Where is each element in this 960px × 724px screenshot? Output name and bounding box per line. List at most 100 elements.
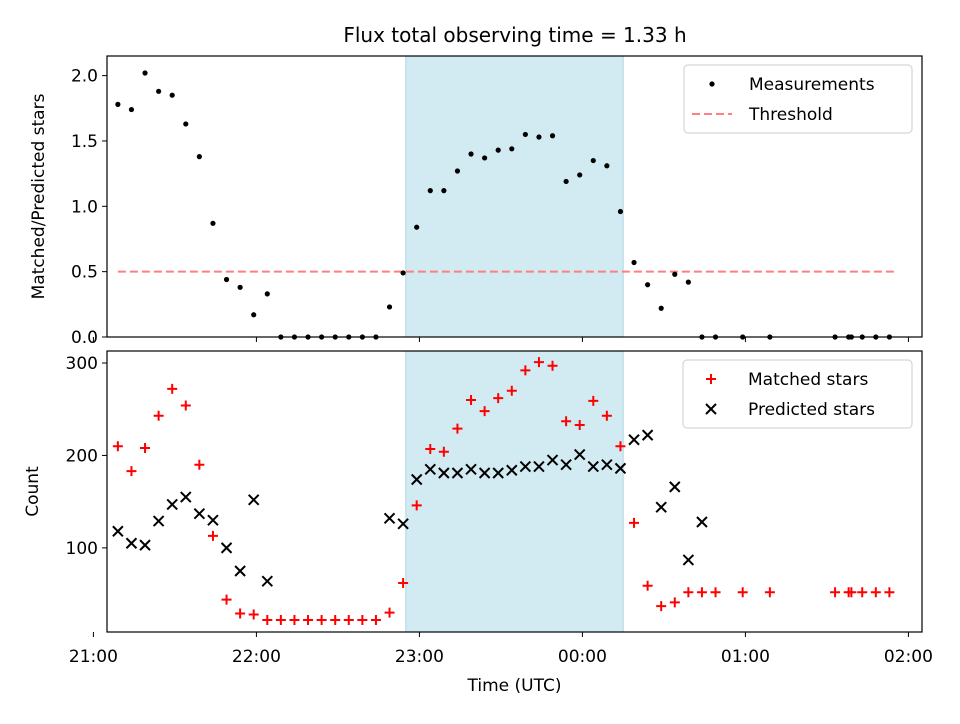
predicted-point xyxy=(519,460,532,473)
measurement-point xyxy=(536,134,542,140)
bottom-panel: 100 200 300 21:00 22:00 23:00 00:00 01:00 02:00 C… xyxy=(23,350,933,696)
predicted-point xyxy=(166,498,178,511)
matched-point xyxy=(870,587,881,598)
measurement-point xyxy=(386,304,393,310)
predicted-point xyxy=(247,494,260,506)
matched-point xyxy=(601,410,612,421)
axes-frame xyxy=(106,55,923,338)
predicted-point xyxy=(546,454,559,466)
measurement-point xyxy=(400,270,406,276)
top-panel: 0.0 0.5 1.0 1.5 2.0 Matched/Predicted stars Me… xyxy=(29,55,923,348)
matched-point xyxy=(506,385,517,396)
matched-point xyxy=(574,419,585,430)
y-tick-label: 1.5 xyxy=(71,132,98,152)
shaded-span xyxy=(405,351,624,632)
predicted-point xyxy=(152,515,165,527)
predicted-point xyxy=(451,467,464,479)
predicted-point xyxy=(641,429,654,441)
measurement-point xyxy=(468,151,474,157)
predicted-point xyxy=(655,501,667,513)
series-measurements xyxy=(115,70,893,340)
y-tick-label: 1.0 xyxy=(71,197,98,217)
matched-point xyxy=(153,410,164,421)
matched-point xyxy=(370,614,381,625)
series-predicted-stars xyxy=(112,429,708,587)
measurement-point xyxy=(577,172,583,178)
matched-point xyxy=(112,441,123,452)
matched-point xyxy=(140,443,151,454)
matched-point xyxy=(330,614,341,625)
matched-point xyxy=(561,416,572,427)
measurement-point xyxy=(115,101,121,107)
predicted-point xyxy=(682,554,695,566)
measurement-point xyxy=(196,154,202,160)
predicted-point xyxy=(410,473,423,486)
measurement-point xyxy=(156,88,162,94)
predicted-point xyxy=(533,460,545,473)
axes-frame xyxy=(106,350,923,633)
predicted-point xyxy=(383,512,396,525)
predicted-point xyxy=(560,458,572,471)
matched-point xyxy=(642,580,653,591)
measurement-point xyxy=(237,284,243,290)
predicted-point xyxy=(438,467,450,479)
x-tick-label: 01:00 xyxy=(721,647,770,667)
matched-point xyxy=(343,614,354,625)
matched-point xyxy=(275,614,286,625)
matched-point xyxy=(857,587,868,598)
measurement-point xyxy=(441,188,447,194)
legend: Matched stars Predicted stars xyxy=(682,359,913,429)
legend-label: Matched stars xyxy=(748,370,868,390)
legend-label: Threshold xyxy=(748,105,833,125)
predicted-point xyxy=(193,507,206,520)
predicted-point xyxy=(614,462,627,475)
chart-title: Flux total observing time = 1.33 h xyxy=(343,23,686,47)
matched-point xyxy=(466,394,477,405)
matched-point xyxy=(180,400,191,411)
matched-point xyxy=(520,365,531,376)
measurement-point xyxy=(645,282,651,288)
predicted-point xyxy=(492,467,504,479)
matched-point xyxy=(207,530,218,541)
y-tick-label: 200 xyxy=(66,446,98,466)
matched-point xyxy=(167,383,178,394)
measurement-point xyxy=(128,106,135,113)
matched-point xyxy=(235,608,246,619)
matched-point xyxy=(533,357,544,368)
y-axis-label: Count xyxy=(23,466,43,517)
legend: Measurements Threshold xyxy=(683,64,913,134)
predicted-point xyxy=(261,575,273,587)
predicted-point xyxy=(465,463,477,476)
predicted-point xyxy=(478,467,491,479)
matched-point xyxy=(398,578,409,589)
predicted-point xyxy=(207,514,219,526)
matched-point xyxy=(126,466,137,477)
matched-point xyxy=(316,614,327,625)
matched-point xyxy=(452,423,463,434)
x-tick-label: 22:00 xyxy=(232,647,281,667)
measurement-point xyxy=(685,279,691,285)
x-tick-label: 21:00 xyxy=(69,647,118,667)
matched-point xyxy=(764,587,775,598)
matched-point xyxy=(710,587,721,598)
y-tick-label: 2.0 xyxy=(71,67,98,87)
predicted-point xyxy=(125,537,138,549)
legend-marker xyxy=(705,403,717,415)
legend-marker xyxy=(706,374,716,384)
measurement-point xyxy=(482,155,488,161)
matched-point xyxy=(830,587,841,598)
matched-point xyxy=(629,517,640,528)
x-axis-label: Time (UTC) xyxy=(467,676,562,696)
measurement-point xyxy=(522,131,528,138)
measurement-point xyxy=(590,157,596,164)
matched-point xyxy=(846,587,857,598)
matched-point xyxy=(357,614,368,625)
predicted-point xyxy=(397,518,409,530)
predicted-point xyxy=(696,516,708,528)
y-tick-label: 100 xyxy=(66,539,98,559)
legend-label: Measurements xyxy=(749,75,875,95)
measurement-point xyxy=(617,208,624,215)
measurement-point xyxy=(223,276,230,283)
matched-point xyxy=(425,443,436,454)
predicted-point xyxy=(601,458,613,471)
